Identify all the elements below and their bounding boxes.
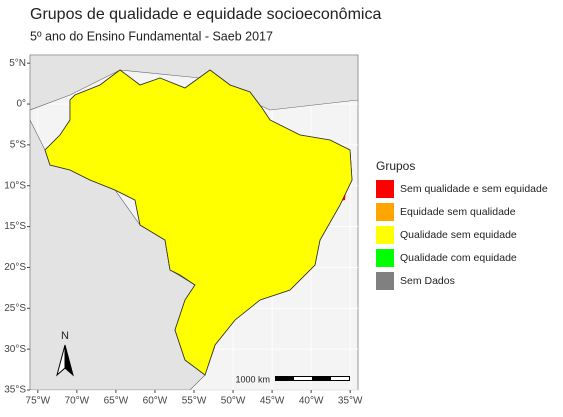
legend-swatch: [376, 226, 394, 244]
x-tick-label: 70°W: [65, 396, 90, 407]
x-tick-label: 65°W: [104, 396, 129, 407]
scale-bar: 1000 km: [235, 374, 350, 384]
legend-label: Sem Dados: [400, 275, 455, 287]
legend-label: Qualidade com equidade: [400, 252, 517, 264]
y-tick-label: 15°S: [4, 221, 26, 232]
x-tick-label: 55°W: [182, 396, 207, 407]
scale-bar-segment: [294, 377, 312, 380]
x-tick-label: 45°W: [260, 396, 285, 407]
y-tick-label: 30°S: [4, 344, 26, 355]
scale-label: 1000 km: [235, 374, 270, 384]
y-tick-label: 25°S: [4, 303, 26, 314]
title: Grupos de qualidade e equidade socioecon…: [30, 6, 381, 23]
map-layer: [30, 55, 358, 390]
y-tick-label: 5°N: [9, 58, 26, 69]
subtitle: 5º ano do Ensino Fundamental - Saeb 2017: [30, 29, 273, 43]
legend-label: Qualidade sem equidade: [400, 229, 517, 241]
x-tick-label: 50°W: [221, 396, 246, 407]
y-tick-label: 10°S: [4, 180, 26, 191]
x-tick-label: 60°W: [143, 396, 168, 407]
legend-label: Sem qualidade e sem equidade: [400, 183, 548, 195]
legend-swatch: [376, 272, 394, 290]
x-tick-label: 75°W: [26, 396, 51, 407]
y-tick-label: 5°S: [10, 140, 27, 151]
y-tick-label: 0°: [16, 99, 26, 110]
axis-ticks: 75°W 70°W 65°W 60°W 55°W 50°W 45°W 40°W 35°W 5°N 0…: [4, 58, 363, 407]
x-tick-label: 35°W: [338, 396, 363, 407]
legend-label: Equidade sem qualidade: [400, 206, 516, 218]
y-tick-label: 35°S: [4, 385, 26, 396]
y-tick-label: 20°S: [4, 262, 26, 273]
x-tick-label: 40°W: [299, 396, 324, 407]
legend-swatch: [376, 249, 394, 267]
legend-title: Grupos: [376, 159, 415, 173]
scale-bar-segment: [331, 377, 349, 380]
legend-swatch: [376, 203, 394, 221]
north-label: N: [61, 330, 69, 342]
scale-bar-frame: [275, 376, 350, 381]
north-arrow: N: [56, 330, 74, 377]
north-arrow-right: [64, 344, 74, 377]
legend-swatch: [376, 180, 394, 198]
legend: Sem qualidade e sem equidade Equidade sem…: [376, 180, 548, 290]
